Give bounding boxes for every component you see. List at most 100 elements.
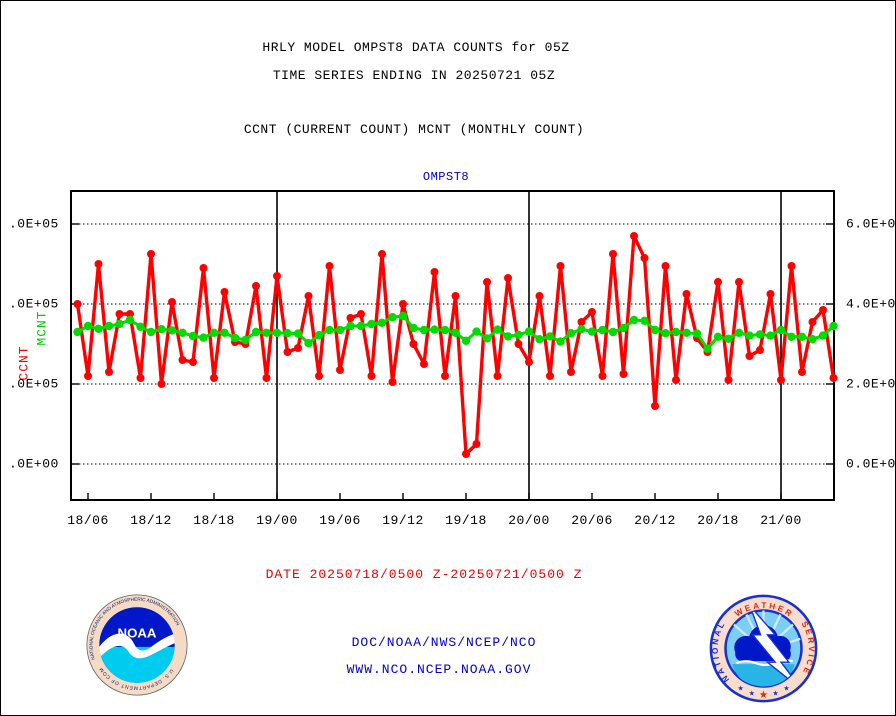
mcnt-point [356, 321, 366, 331]
noaa-logo: NOAA NATIONAL OCEANIC AND ATMOSPHERIC AD… [85, 593, 188, 696]
ccnt-point [640, 254, 649, 262]
mcnt-point [451, 328, 460, 337]
mcnt-point [703, 344, 712, 353]
mcnt-point [713, 332, 723, 341]
ccnt-point [94, 260, 103, 268]
mcnt-point [283, 329, 292, 338]
mcnt-point [535, 335, 544, 344]
ccnt-point [525, 358, 533, 366]
mcnt-point [104, 321, 114, 331]
ccnt-point [714, 278, 722, 286]
mcnt-point [304, 339, 313, 348]
page-subtitle: TIME SERIES ENDING IN 20250721 05Z [272, 68, 556, 83]
svg-text:★: ★ [738, 684, 744, 692]
mcnt-point [766, 331, 775, 340]
mcnt-point [167, 326, 177, 335]
mcnt-point [367, 319, 376, 329]
ccnt-point [819, 306, 827, 314]
mcnt-point [314, 331, 324, 340]
svg-text:★: ★ [749, 689, 755, 697]
ccnt-point [577, 318, 586, 326]
ccnt-point [115, 310, 124, 318]
ccnt-point [84, 372, 92, 380]
mcnt-point [724, 334, 733, 343]
mcnt-point [587, 327, 597, 336]
ccnt-point [378, 250, 386, 258]
ccnt-point [147, 250, 155, 258]
mcnt-point [430, 325, 439, 334]
mcnt-point [808, 335, 817, 344]
mcnt-point [146, 327, 156, 337]
mcnt-point [220, 328, 229, 337]
mcnt-point [619, 323, 628, 333]
mcnt-point [178, 328, 187, 337]
mcnt-point [293, 329, 303, 338]
x-tick-label: 18/12 [130, 513, 172, 528]
ccnt-point [535, 292, 544, 300]
ccnt-point [346, 314, 355, 322]
ccnt-point [73, 300, 82, 308]
mcnt-point [346, 321, 355, 331]
ccnt-point [304, 292, 313, 300]
mcnt-point [115, 319, 124, 329]
svg-text:★: ★ [759, 689, 769, 701]
ccnt-point [157, 380, 166, 388]
ccnt-point [388, 378, 397, 386]
noaa-wordmark: NOAA [118, 625, 157, 640]
x-tick-label: 20/18 [697, 513, 739, 528]
ccnt-line [75, 234, 836, 456]
mcnt-point [241, 335, 250, 345]
ccnt-point [777, 376, 785, 384]
y-tick-label-right: 4.0E+05 [846, 296, 896, 312]
ccnt-point [262, 374, 271, 382]
ccnt-point [136, 374, 145, 382]
ccnt-point [294, 344, 302, 352]
ccnt-point [567, 368, 575, 376]
x-tick-label: 18/18 [193, 513, 235, 528]
ccnt-point [651, 402, 659, 410]
mcnt-point [482, 334, 492, 343]
plot-border [70, 190, 835, 501]
y-tick-label-left: .0E+05 [9, 216, 59, 232]
mcnt-point [661, 329, 670, 338]
mcnt-point [188, 331, 198, 341]
mcnt-point [136, 322, 145, 331]
mcnt-point [262, 328, 271, 337]
y-tick-label-left: .0E+05 [9, 376, 59, 392]
x-tick-label: 18/06 [67, 513, 109, 528]
x-tick-label: 19/06 [319, 513, 361, 528]
ccnt-point [220, 288, 229, 296]
mcnt-point [199, 333, 208, 342]
mcnt-point [83, 321, 93, 331]
nws-lightning-icon [749, 610, 802, 687]
ccnt-point [283, 348, 292, 356]
mcnt-point [409, 323, 418, 333]
mcnt-point [650, 325, 660, 335]
mcnt-point [272, 328, 282, 337]
ccnt-point [787, 262, 796, 270]
mcnt-point [472, 327, 481, 336]
nws-stars: ★ ★ ★ ★ ★ [738, 684, 790, 701]
ccnt-point [745, 352, 754, 360]
ccnt-point [199, 264, 208, 272]
website-url: WWW.NCO.NCEP.NOAA.GOV [346, 662, 532, 677]
ccnt-point [619, 370, 628, 378]
mcnt-point [577, 325, 586, 334]
mcnt-point [640, 316, 649, 325]
ccnt-point [252, 282, 260, 290]
x-tick-label: 21/00 [760, 513, 802, 528]
mcnt-point [514, 330, 523, 339]
legend-description: CCNT (CURRENT COUNT) MCNT (MONTHLY COUNT… [243, 122, 585, 137]
nws-logo: ★ ★ ★ ★ ★ NATIONAL WEATHER SERVICE [709, 594, 818, 703]
mcnt-point [125, 315, 135, 325]
ccnt-point [808, 318, 817, 326]
mcnt-point [503, 332, 513, 341]
mcnt-point [745, 331, 754, 340]
ccnt-point [420, 360, 428, 368]
svg-text:★: ★ [772, 689, 778, 697]
ccnt-point [451, 292, 460, 300]
mcnt-point [818, 331, 828, 340]
mcnt-point [797, 332, 807, 341]
ccnt-point [367, 372, 376, 380]
